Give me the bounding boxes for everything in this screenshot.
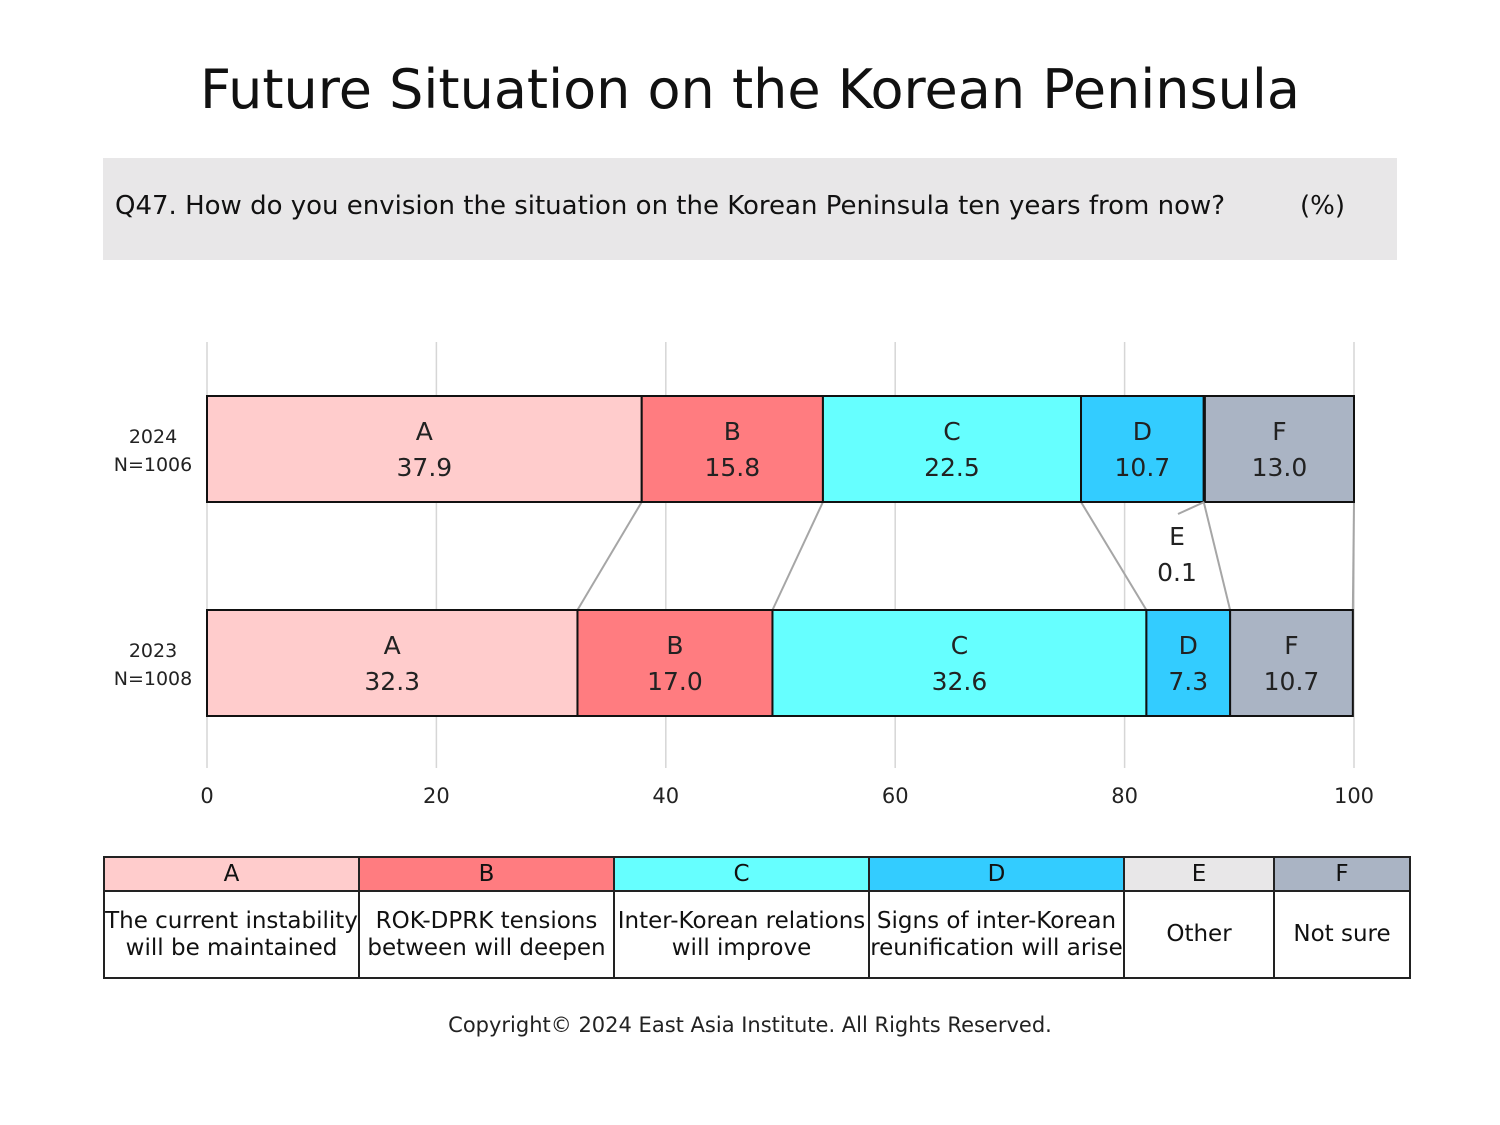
category-n-label: N=1006 [114, 454, 193, 476]
legend-desc-d-line2: reunification will arise [870, 934, 1123, 961]
segment-code-label: A [384, 631, 401, 660]
callout-leader-line [1177, 501, 1205, 515]
callout-code-label: E [1169, 522, 1185, 551]
legend-desc-c-line1: Inter-Korean relations [617, 907, 866, 934]
segment-code-label: C [951, 631, 968, 660]
segment-code-label: D [1133, 417, 1152, 446]
connector-line [576, 501, 643, 611]
data-label: 13.0 [1252, 453, 1308, 482]
question-text: Q47. How do you envision the situation o… [115, 191, 1226, 221]
segment-code-label: B [724, 417, 741, 446]
category-year-label: 2023 [129, 640, 177, 662]
legend-desc-c: Inter-Korean relations will improve [613, 890, 870, 979]
x-tick-label: 40 [652, 784, 679, 808]
legend-table: A B C D E F The current instability will… [103, 856, 1411, 979]
legend-code-c: C [613, 856, 870, 892]
legend-desc-d: Signs of inter-Korean reunification will… [868, 890, 1125, 979]
category-n-label: N=1008 [114, 668, 193, 690]
legend-desc-f-line1: Not sure [1293, 921, 1391, 947]
connector-line [1351, 501, 1355, 611]
bar-segment-b-2023 [576, 609, 774, 717]
legend-desc-e: Other [1123, 890, 1275, 979]
legend-code-b: B [358, 856, 615, 892]
legend-code-a: A [103, 856, 360, 892]
legend-description-row: The current instability will be maintain… [103, 890, 1411, 979]
x-tick-label: 80 [1111, 784, 1138, 808]
segment-code-label: F [1272, 417, 1286, 446]
x-tick-label: 0 [200, 784, 213, 808]
stacked-bar-chart: 0 20 40 60 80 100 2024 N=1006 2023 N=1008 A 37.9 A 32… [114, 342, 1374, 808]
legend-desc-b: ROK-DPRK tensions between will deepen [358, 890, 615, 979]
segment-code-label: D [1179, 631, 1198, 660]
legend-desc-b-line1: ROK-DPRK tensions [375, 907, 598, 934]
bar-segment-c-2024 [821, 395, 1083, 503]
bar-segment-c-2023 [771, 609, 1148, 717]
bar-segment-a-2023 [206, 609, 579, 717]
unit-label: (%) [1300, 191, 1345, 221]
legend-code-d: D [868, 856, 1125, 892]
bar-segment-f-2023 [1229, 609, 1354, 717]
x-tick-label: 100 [1334, 784, 1374, 808]
data-label: 15.8 [704, 453, 760, 482]
data-label: 10.7 [1115, 453, 1171, 482]
bar-segment-b-2024 [640, 395, 824, 503]
bar-segment-f-2024 [1203, 395, 1356, 503]
segment-code-label: F [1284, 631, 1298, 660]
x-tick-label: 60 [882, 784, 909, 808]
data-label: 37.9 [397, 453, 453, 482]
x-tick-label: 20 [423, 784, 450, 808]
connector-line [771, 501, 824, 611]
bar-segment-d-2023 [1145, 609, 1232, 717]
bar-segment-a-2024 [206, 395, 643, 503]
segment-code-label: A [416, 417, 433, 446]
copyright-notice: Copyright© 2024 East Asia Institute. All… [448, 1013, 1052, 1037]
legend-code-row: A B C D E F [103, 856, 1411, 892]
legend-desc-b-line2: between will deepen [367, 934, 606, 961]
callout-data-label: 0.1 [1157, 558, 1197, 587]
legend-code-e: E [1123, 856, 1275, 892]
legend-desc-a-line2: will be maintained [125, 934, 338, 961]
legend-desc-f: Not sure [1273, 890, 1411, 979]
data-label: 22.5 [924, 453, 980, 482]
connector-line [1080, 501, 1148, 611]
legend-desc-c-line2: will improve [671, 934, 812, 961]
chart-title: Future Situation on the Korean Peninsula [200, 58, 1300, 121]
legend-desc-e-line1: Other [1166, 921, 1232, 947]
data-label: 32.3 [364, 667, 420, 696]
segment-code-label: C [943, 417, 960, 446]
bar-segment-d-2024 [1080, 395, 1205, 503]
data-label: 10.7 [1264, 667, 1320, 696]
data-label: 7.3 [1168, 667, 1208, 696]
legend-code-f: F [1273, 856, 1411, 892]
legend-desc-d-line1: Signs of inter-Korean [876, 907, 1117, 934]
segment-code-label: B [666, 631, 683, 660]
data-label: 32.6 [932, 667, 988, 696]
legend-desc-a: The current instability will be maintain… [103, 890, 360, 979]
connector-line [1202, 501, 1232, 611]
data-label: 17.0 [647, 667, 703, 696]
category-year-label: 2024 [129, 426, 177, 448]
legend-desc-a-line1: The current instability [105, 907, 358, 934]
question-box: Q47. How do you envision the situation o… [103, 158, 1397, 260]
